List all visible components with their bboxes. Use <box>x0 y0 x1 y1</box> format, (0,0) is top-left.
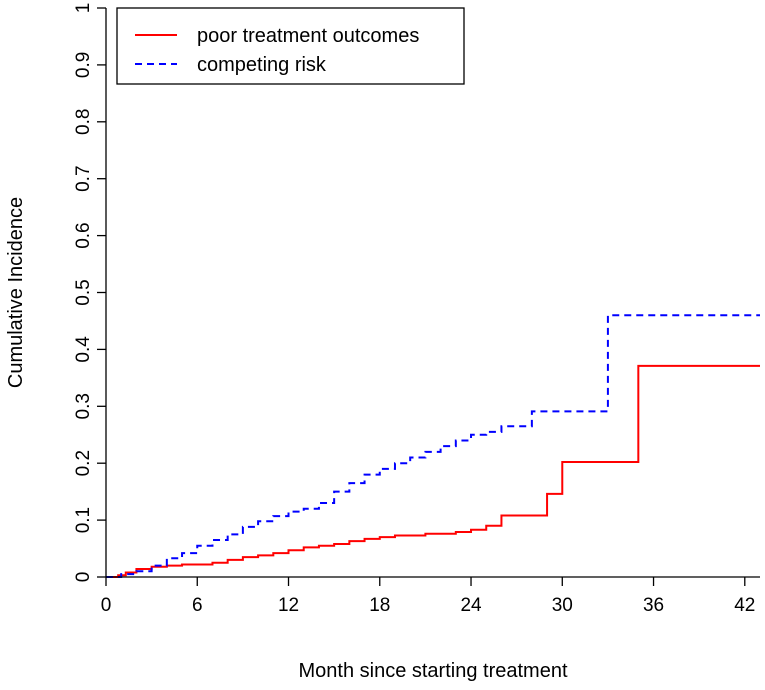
x-tick-label: 12 <box>278 595 299 616</box>
y-tick-label: 0.6 <box>73 222 94 248</box>
y-tick-label: 0.1 <box>73 507 94 533</box>
series-layer <box>106 314 760 578</box>
x-tick-label: 0 <box>101 595 112 616</box>
y-tick-label: 0.2 <box>73 450 94 476</box>
y-tick-label: 0.9 <box>73 52 94 78</box>
y-tick-label: 0 <box>73 572 94 583</box>
x-tick-label: 24 <box>460 595 482 616</box>
x-tick-label: 30 <box>552 595 573 616</box>
y-tick-label: 0.4 <box>73 336 94 363</box>
x-tick-label: 18 <box>369 595 390 616</box>
y-tick-label: 0.7 <box>73 165 94 191</box>
series-line-competing-risk <box>106 314 760 578</box>
x-tick-label: 42 <box>734 595 755 616</box>
y-tick-label: 1 <box>73 3 94 14</box>
x-tick-label: 36 <box>643 595 664 616</box>
y-tick-label: 0.5 <box>73 279 94 305</box>
legend-label: competing risk <box>197 54 327 76</box>
y-tick-label: 0.8 <box>73 109 94 135</box>
legend-label: poor treatment outcomes <box>197 25 419 47</box>
legend-box <box>116 7 465 85</box>
legend: poor treatment outcomes competing risk <box>116 7 465 85</box>
series-line-poor-treatment-outcomes <box>106 364 760 578</box>
x-axis-title: Month since starting treatment <box>298 660 567 682</box>
x-tick-label: 6 <box>192 595 203 616</box>
y-tick-label: 0.3 <box>73 393 94 419</box>
axes-layer: 0 6 12 18 24 30 36 42 0 0.1 0.2 0.3 0.4 0.5 0.6 0.7 0.8 0… <box>73 3 760 616</box>
y-axis-title: Cumulative Incidence <box>5 197 27 388</box>
